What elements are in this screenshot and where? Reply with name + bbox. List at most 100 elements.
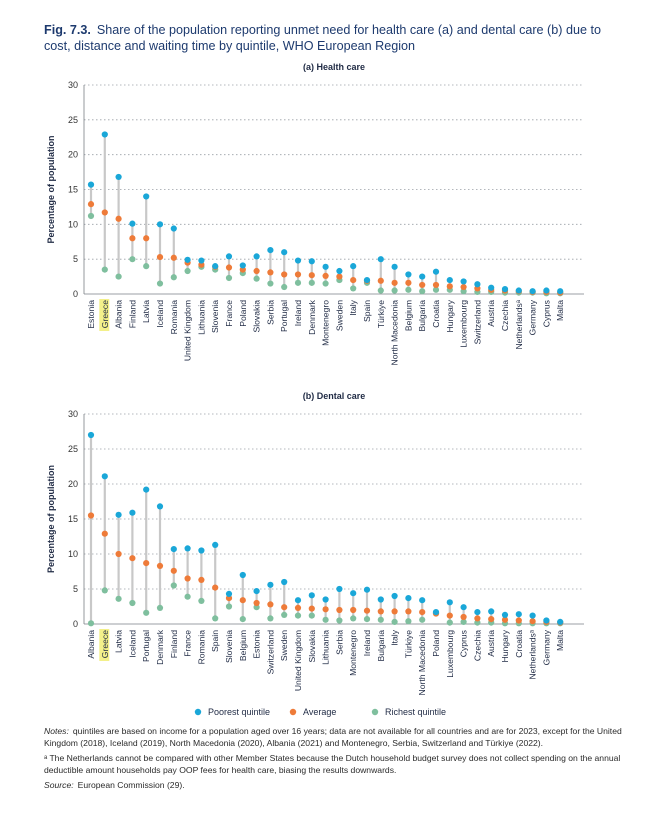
- y-tick-label: 25: [68, 115, 78, 125]
- average-point: [184, 575, 191, 582]
- richest-point: [391, 618, 398, 626]
- average-point: [446, 283, 453, 290]
- x-tick-label: Belgium: [238, 630, 248, 661]
- x-tick-label: Slovenia: [224, 630, 234, 663]
- legend-marker: [289, 708, 297, 716]
- x-tick-label: Serbia: [334, 630, 344, 655]
- poorest-point: [363, 276, 371, 284]
- richest-point: [225, 603, 233, 610]
- x-tick-label: Luxembourg: [459, 300, 469, 348]
- average-point: [419, 609, 426, 616]
- average-point: [281, 604, 288, 611]
- poorest-point: [336, 585, 343, 593]
- x-tick-label: Sweden: [279, 630, 289, 661]
- poorest-point: [225, 590, 233, 598]
- x-tick-label: France: [183, 630, 193, 657]
- x-tick-label: Czechia: [472, 630, 482, 661]
- average-point: [294, 271, 302, 278]
- x-tick-label: Italy: [390, 629, 400, 645]
- x-tick-label: Romania: [169, 300, 179, 335]
- poorest-point: [377, 256, 384, 263]
- x-tick-label: Hungary: [500, 629, 510, 662]
- poorest-point: [212, 541, 219, 549]
- richest-point: [267, 615, 274, 622]
- richest-point: [446, 619, 453, 626]
- average-point: [156, 253, 164, 261]
- x-tick-label: Slovakia: [252, 300, 262, 333]
- richest-point: [143, 263, 150, 270]
- poorest-point: [239, 262, 246, 269]
- chart-panel-2: (b) Dental care 0 5 10 15 20 25 30 Percentage of…: [46, 391, 584, 695]
- average-point: [336, 273, 343, 280]
- richest-point: [460, 618, 467, 626]
- average-point: [336, 606, 343, 614]
- richest-point: [87, 212, 95, 220]
- poorest-point: [377, 596, 384, 603]
- poorest-point: [501, 611, 509, 619]
- poorest-point: [253, 253, 260, 260]
- average-point: [322, 606, 329, 613]
- x-tick-label: France: [224, 300, 234, 327]
- x-tick-label: Luxembourg: [445, 630, 455, 678]
- legend-marker: [194, 708, 202, 716]
- average-point: [363, 607, 371, 614]
- x-tick-label: Sweden: [334, 300, 344, 331]
- average-point: [377, 608, 384, 615]
- poorest-point: [488, 284, 495, 291]
- x-tick-label: Denmark: [155, 629, 165, 665]
- average-point: [87, 201, 95, 208]
- x-tick-label: Czechia: [500, 300, 510, 331]
- y-tick-label: 10: [68, 219, 78, 229]
- poorest-point: [405, 595, 412, 602]
- x-tick-label: Italy: [348, 299, 358, 315]
- x-tick-label: Serbia: [265, 300, 275, 325]
- x-tick-label: Austria: [486, 630, 496, 657]
- poorest-point: [543, 617, 550, 624]
- x-tick-label: Cyprus: [541, 300, 551, 327]
- x-tick-label: Portugal: [141, 630, 151, 662]
- x-tick-label: Latvia: [114, 630, 124, 653]
- poorest-point: [143, 486, 150, 493]
- average-point: [170, 254, 177, 261]
- richest-point: [225, 274, 233, 282]
- x-tick-label: Bulgaria: [417, 300, 427, 332]
- y-tick-label: 5: [73, 584, 78, 594]
- x-tick-label: Switzerland: [265, 630, 275, 675]
- richest-point: [294, 612, 302, 619]
- x-tick-label: Croatia: [431, 300, 441, 328]
- average-point: [501, 616, 509, 623]
- average-point: [308, 605, 315, 612]
- poorest-point: [156, 221, 164, 228]
- richest-point: [322, 616, 329, 623]
- y-tick-label: 15: [68, 514, 78, 524]
- panel-title: (b) Dental care: [303, 391, 366, 401]
- x-tick-label: Estonia: [252, 630, 262, 659]
- poorest-point: [336, 267, 343, 275]
- poorest-point: [391, 263, 398, 270]
- average-point: [101, 530, 108, 537]
- poorest-point: [212, 263, 219, 270]
- poorest-point: [460, 278, 467, 285]
- x-tick-label: Malta: [555, 630, 565, 651]
- y-tick-label: 25: [68, 444, 78, 454]
- average-point: [432, 281, 440, 289]
- richest-point: [419, 616, 426, 623]
- x-tick-label: Germany: [528, 299, 538, 335]
- poorest-point: [156, 503, 164, 510]
- x-tick-label: Portugal: [279, 300, 289, 332]
- x-tick-label: Netherlandsᵃ: [514, 299, 524, 349]
- average-point: [281, 271, 288, 278]
- average-point: [294, 604, 302, 612]
- average-point: [515, 617, 522, 624]
- figure-number: Fig. 7.3.: [44, 23, 91, 37]
- poorest-point: [501, 286, 509, 293]
- poorest-point: [419, 597, 426, 604]
- x-tick-label: Croatia: [514, 630, 524, 658]
- x-tick-label: Iceland: [155, 300, 165, 328]
- x-tick-label: Spain: [362, 300, 372, 322]
- x-tick-label: Switzerland: [472, 300, 482, 345]
- footnote-mark: ᵃ: [44, 753, 48, 763]
- y-tick-label: 5: [73, 254, 78, 264]
- y-tick-label: 10: [68, 549, 78, 559]
- poorest-point: [446, 599, 453, 606]
